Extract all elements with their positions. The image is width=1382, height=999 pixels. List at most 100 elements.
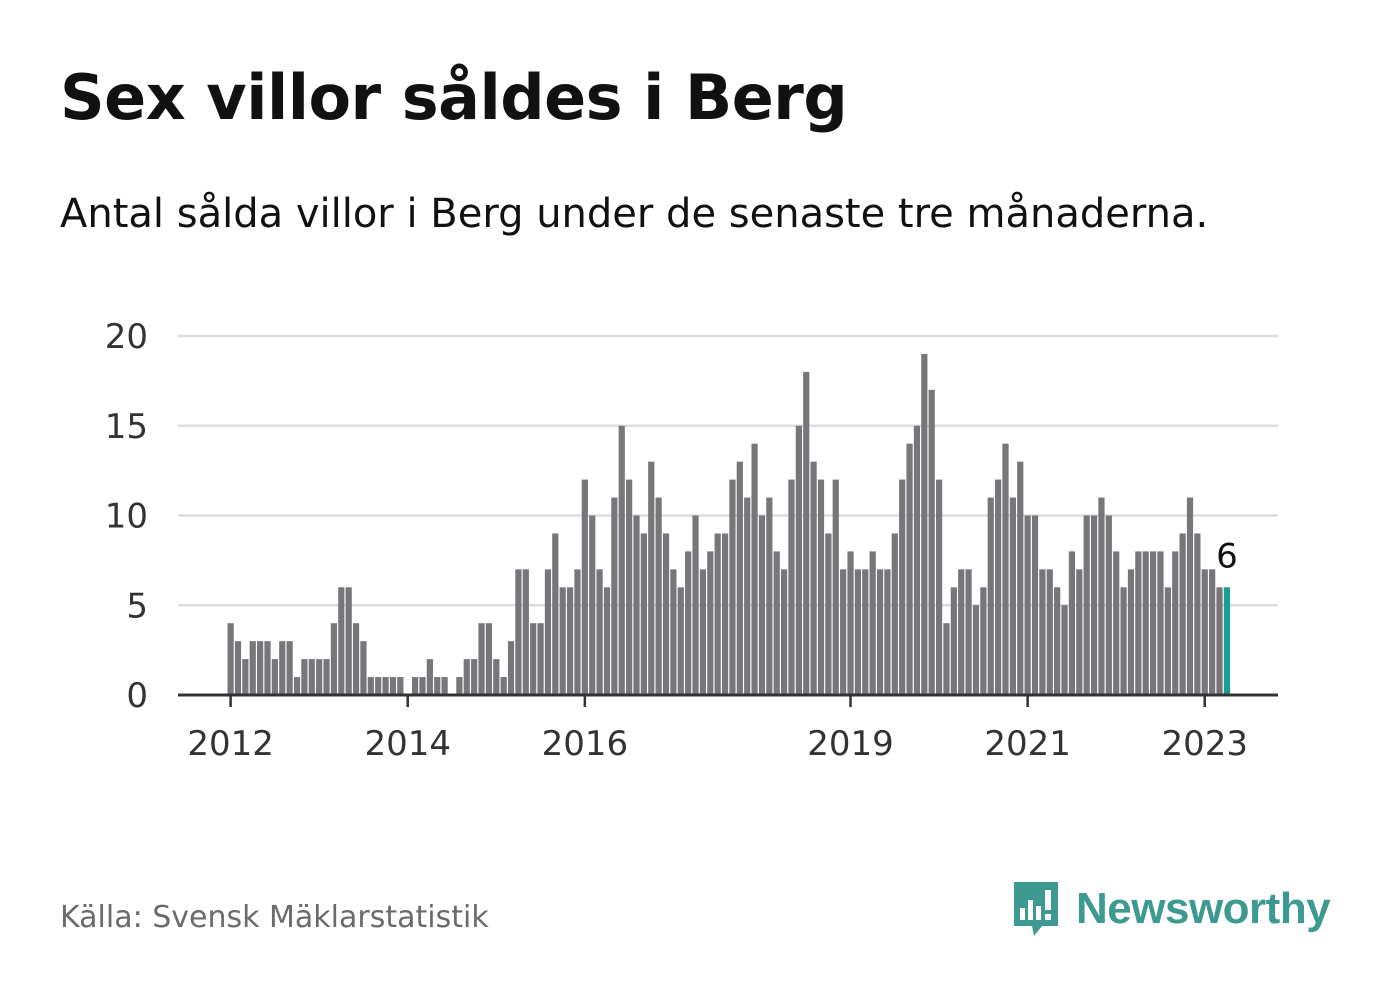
bar [301,659,308,695]
bar [1194,533,1201,695]
bar [685,551,692,695]
bar [227,623,234,695]
bar [493,659,500,695]
bar [921,353,928,695]
bar [662,533,670,695]
bar [721,533,729,695]
bar [943,623,950,695]
bar [603,587,611,695]
bar [1113,551,1120,695]
bar [1031,515,1039,695]
bar [286,641,293,695]
x-tick-label: 2016 [542,724,629,764]
bar [1127,569,1135,695]
bar [485,623,492,695]
bar [729,479,736,695]
bar [906,443,913,695]
bar [1209,569,1216,695]
bar [899,479,906,695]
bar [566,587,574,695]
bar [500,677,507,695]
bar [633,515,640,695]
bar [478,623,485,695]
bar [367,677,374,695]
bar [574,569,581,695]
x-tick-label: 2021 [984,724,1071,764]
bar [1017,461,1024,695]
bar [884,569,891,695]
y-tick-label: 15 [105,407,148,447]
bar [869,551,876,695]
bar [758,515,766,695]
bar [707,551,714,695]
bar [781,569,788,695]
bar [1061,605,1068,695]
bar [1105,515,1112,695]
bar [611,497,618,695]
x-tick-label: 2014 [364,724,451,764]
bar [699,569,707,695]
bar [965,569,972,695]
bar [1068,551,1076,695]
bar [279,641,286,695]
bar [1009,497,1016,695]
y-tick-label: 20 [105,317,148,357]
bar [692,515,699,695]
bar [751,443,758,695]
bar-chart-speech-bubble-icon [1014,882,1058,936]
bar [670,569,677,695]
bar [862,569,869,695]
bar [596,569,603,695]
bar [928,389,935,695]
bar [522,569,529,695]
x-tick-label: 2012 [187,724,274,764]
bar [648,461,655,695]
bar [795,425,802,695]
bar [234,641,242,695]
bar [389,677,397,695]
bar [537,623,544,695]
x-tick-label: 2023 [1161,724,1248,764]
bar [626,479,633,695]
bar [1090,515,1098,695]
bar [935,479,943,695]
bar [744,497,751,695]
bar [980,587,987,695]
bar [552,533,559,695]
bar [1120,587,1127,695]
bar [419,677,426,695]
bar [840,569,847,695]
bar [360,641,367,695]
newsworthy-brand[interactable]: Newsworthy [1010,876,1331,942]
bar [397,677,404,695]
bar [810,461,817,695]
bar [788,479,795,695]
bar [249,641,256,695]
bar [854,569,861,695]
bar [544,569,552,695]
bar [1054,587,1061,695]
bar [913,425,921,695]
y-tick-label: 0 [126,676,148,716]
brand-name: Newsworthy [1076,884,1331,933]
bar [1216,587,1223,695]
bar [456,677,463,695]
bar [891,533,898,695]
bar [271,659,278,695]
bar [1172,551,1179,695]
bar [293,677,301,695]
bar [1076,569,1083,695]
bar [257,641,264,695]
latest-value-label: 6 [1216,536,1238,576]
bar [1024,515,1031,695]
bar [323,659,330,695]
bar [1164,587,1171,695]
x-tick-label: 2019 [807,724,894,764]
bar [655,497,662,695]
bar [876,569,884,695]
bar [375,677,382,695]
bar [463,659,470,695]
bar [426,659,433,695]
bar [507,641,515,695]
bar [412,677,419,695]
